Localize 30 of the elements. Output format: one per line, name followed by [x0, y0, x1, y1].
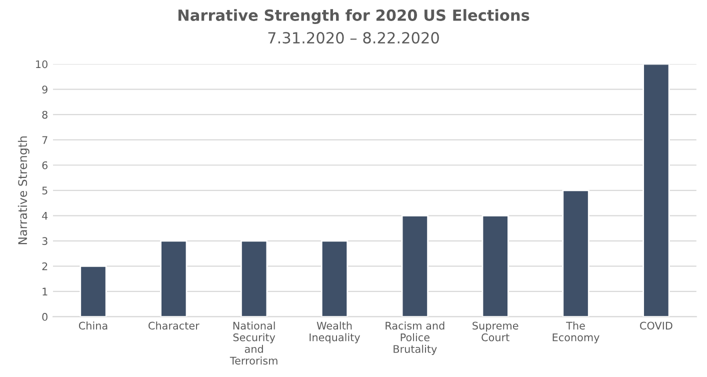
y-tick-label: 4 — [42, 212, 48, 220]
x-tick-label: Character — [148, 322, 200, 330]
y-tick-label: 2 — [42, 262, 48, 270]
y-tick-label: 1 — [42, 288, 48, 296]
y-tick-label: 8 — [42, 110, 48, 119]
y-tick-label: 9 — [42, 86, 48, 94]
bar — [80, 265, 107, 317]
bar — [642, 64, 670, 317]
y-tick-label: 3 — [42, 237, 48, 246]
x-tick-label: Racism and Police Brutality — [386, 322, 444, 355]
x-tick-label: China — [78, 322, 108, 330]
y-tick-label: 5 — [42, 186, 48, 194]
bar — [320, 240, 348, 317]
x-tick-label: Wealth Inequality — [310, 322, 360, 344]
y-tick-label: 0 — [42, 312, 48, 321]
x-tick-label: COVID — [640, 322, 672, 330]
chart-subtitle: 7.31.2020 – 8.22.2020 — [268, 32, 439, 44]
y-tick-label: 7 — [42, 136, 48, 144]
bar — [160, 240, 188, 317]
y-tick-label: 10 — [36, 60, 48, 68]
x-tick-label: The Economy — [552, 322, 600, 344]
bar — [401, 214, 428, 317]
bar — [240, 240, 268, 317]
chart-title: Narrative Strength for 2020 US Elections — [178, 9, 530, 24]
y-tick-label: 6 — [42, 161, 48, 170]
x-tick-label: Supreme Court — [472, 322, 518, 342]
bar — [482, 214, 509, 317]
bar — [562, 190, 590, 317]
y-axis-title: Narrative Strength — [18, 136, 30, 244]
x-tick-label: National Security and Terrorism — [230, 322, 278, 365]
